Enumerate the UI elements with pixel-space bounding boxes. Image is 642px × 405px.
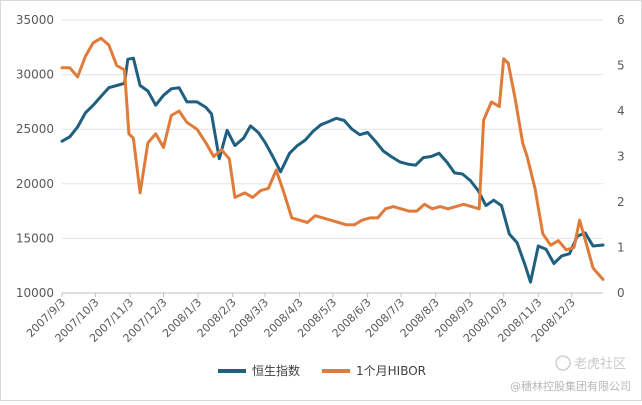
series-group <box>60 36 605 284</box>
right-axis-tick-label: 6 <box>617 13 625 27</box>
watermark-author: @穗林控股集团有限公司 <box>510 379 631 393</box>
left-axis-tick-label: 35000 <box>16 13 54 27</box>
legend-label-hibor: 1个月HIBOR <box>356 364 426 378</box>
tiger-logo-icon <box>555 355 571 371</box>
left-axis-tick-label: 25000 <box>16 122 54 136</box>
right-axis-tick-label: 0 <box>617 286 625 300</box>
left-axis-tick-label: 20000 <box>16 177 54 191</box>
right-axis-tick-label: 2 <box>617 195 625 209</box>
right-axis-tick-label: 5 <box>617 59 625 73</box>
watermark: 老虎社区 @穗林控股集团有限公司 <box>510 355 631 393</box>
series-line-hibor <box>60 36 605 281</box>
right-axis-tick-label: 3 <box>617 150 625 164</box>
left-axis-tick-label: 10000 <box>16 286 54 300</box>
right-axis-tick-label: 4 <box>617 104 625 118</box>
right-axis-tick-label: 1 <box>617 241 625 255</box>
watermark-brand: 老虎社区 <box>574 356 626 372</box>
left-axis-tick-label: 30000 <box>16 68 54 82</box>
series-line-hsi <box>60 56 605 284</box>
left-axis-ticks: 10000 15000 20000 25000 30000 35000 <box>16 13 54 300</box>
legend: 恒生指数 1个月HIBOR <box>218 363 426 378</box>
left-axis-tick-label: 15000 <box>16 231 54 245</box>
legend-label-hsi: 恒生指数 <box>252 363 300 378</box>
right-axis-ticks: 0 1 2 3 4 5 6 <box>617 13 625 300</box>
